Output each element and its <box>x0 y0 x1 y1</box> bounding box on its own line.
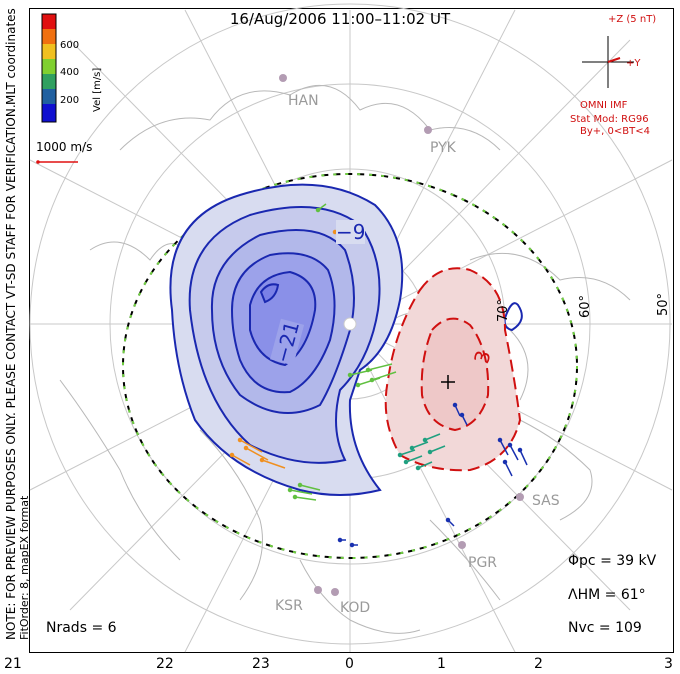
colorbar-label: Vel [m/s] <box>92 67 103 112</box>
mlt-tick-1: 1 <box>437 656 446 672</box>
pole-marker <box>343 317 357 331</box>
mlt-tick-0: 0 <box>345 656 354 672</box>
latitude-label-60: 60° <box>578 294 593 318</box>
map-title: 16/Aug/2006 11:00–11:02 UT <box>229 10 451 28</box>
preview-note: NOTE: FOR PREVIEW PURPOSES ONLY. PLEASE … <box>4 104 18 640</box>
station-pyk: PYK <box>430 140 456 156</box>
lambda-hm-label: ΛHM <box>568 587 601 603</box>
imf-source: OMNI IMF <box>580 100 628 111</box>
imf-model: Stat Mod: RG96 <box>570 114 649 125</box>
station-pgr: PGR <box>468 555 498 571</box>
latitude-label-50: 50° <box>656 292 671 316</box>
coordinates-label: MLT coordinates <box>4 8 18 105</box>
station-kod: KOD <box>340 600 371 616</box>
cross-polar-potential: Φpc = 39 kV <box>568 553 656 569</box>
hm-boundary-latitude: ΛHM = 61° <box>568 587 646 603</box>
station-markers <box>279 74 524 596</box>
positive-potential-cell <box>384 267 522 472</box>
colorbar <box>41 13 57 123</box>
nrads-value: = 6 <box>91 620 117 636</box>
mlt-tick-22: 22 <box>156 656 174 672</box>
imf-y-label: +Y <box>626 58 641 69</box>
nvc-label: Nvc <box>568 620 595 636</box>
imf-condition: By+, 0<BT<4 <box>580 126 650 137</box>
vector-count: Nvc = 109 <box>568 620 642 636</box>
lambda-hm-value: = 61° <box>604 587 646 603</box>
nvc-value: = 109 <box>598 620 642 636</box>
phi-pc-value: = 39 kV <box>600 553 657 569</box>
latitude-label-70: 70° <box>496 298 511 322</box>
mlt-tick-2: 2 <box>534 656 543 672</box>
phi-pc-label: Φpc <box>568 553 596 569</box>
velocity-vectors <box>229 203 528 548</box>
mlt-tick-21: 21 <box>4 656 22 672</box>
scale-vector-label: 1000 m/s <box>36 140 93 154</box>
colorbar-tick-200: 200 <box>60 95 80 106</box>
station-sas: SAS <box>532 493 560 509</box>
mlt-tick-3: 3 <box>664 656 673 672</box>
colorbar-tick-400: 400 <box>60 67 80 78</box>
radar-count: Nrads = 6 <box>46 620 117 636</box>
map-frame <box>29 8 674 653</box>
imf-z-label: +Z (5 nT) <box>608 14 657 25</box>
scale-vector <box>36 160 78 164</box>
nrads-label: Nrads <box>46 620 87 636</box>
potential-minimum-marker <box>441 375 455 389</box>
mlt-tick-23: 23 <box>252 656 270 672</box>
contour-label-neg9: −9 <box>336 220 366 244</box>
fit-order-label: FitOrder: 8, mapEX format <box>18 495 31 640</box>
imf-clock <box>582 36 634 88</box>
colorbar-tick-600: 600 <box>60 40 80 51</box>
station-han: HAN <box>288 93 319 109</box>
station-ksr: KSR <box>275 598 303 614</box>
